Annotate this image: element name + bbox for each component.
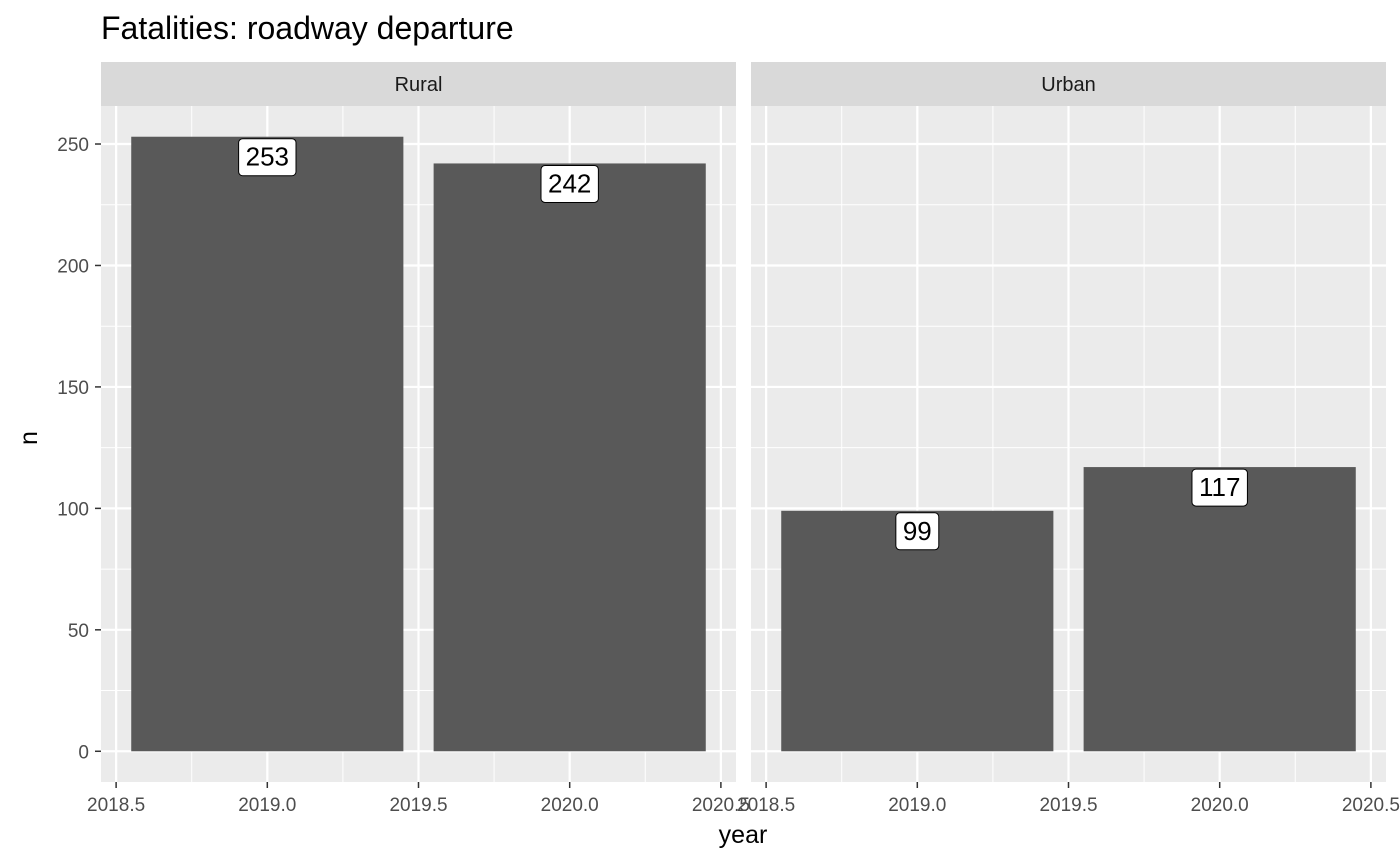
data-label-box bbox=[238, 138, 297, 177]
x-tick-label: 2020.0 bbox=[1191, 795, 1249, 816]
data-label-text: 242 bbox=[548, 168, 591, 198]
y-tick-label: 150 bbox=[57, 378, 89, 399]
y-axis-title: n bbox=[15, 431, 43, 445]
bar bbox=[781, 510, 1054, 752]
x-tick-label: 2020.5 bbox=[692, 795, 750, 816]
y-tick-label: 250 bbox=[57, 135, 89, 156]
data-label-box bbox=[540, 164, 599, 203]
facet-strip-label: Urban bbox=[1041, 74, 1095, 96]
y-tick-label: 50 bbox=[68, 621, 89, 642]
x-tick-label: 2020.5 bbox=[1342, 795, 1400, 816]
data-label-box bbox=[1191, 468, 1248, 507]
x-tick-label: 2019.5 bbox=[389, 795, 447, 816]
chart-title: Fatalities: roadway departure bbox=[101, 10, 514, 46]
facet-strip bbox=[101, 62, 736, 106]
data-label: 117 bbox=[1191, 468, 1248, 507]
facet-strip-label: Rural bbox=[395, 74, 443, 96]
x-axis-title: year bbox=[719, 821, 768, 849]
x-tick-label: 2019.5 bbox=[1039, 795, 1097, 816]
facet-panel-rural: Rural 253 242 2018.5 2019.0 2019.5 2020.0 2020.… bbox=[87, 62, 750, 816]
bar bbox=[131, 136, 404, 752]
y-tick-label: 0 bbox=[78, 742, 89, 763]
data-label: 99 bbox=[895, 512, 940, 551]
x-tick-label: 2020.0 bbox=[541, 795, 599, 816]
data-label-text: 99 bbox=[903, 516, 932, 546]
data-label: 253 bbox=[238, 138, 297, 177]
y-tick-label: 200 bbox=[57, 256, 89, 277]
data-label-text: 253 bbox=[246, 142, 289, 172]
data-label-text: 117 bbox=[1199, 472, 1240, 502]
x-tick-label: 2018.5 bbox=[87, 795, 145, 816]
facet-panel-urban: Urban 99 117 2018.5 2019.0 2019.5 2020.0 2020.5 bbox=[737, 62, 1400, 816]
y-tick-label: 100 bbox=[57, 499, 89, 520]
x-tick-label: 2019.0 bbox=[888, 795, 946, 816]
x-tick-label: 2018.5 bbox=[737, 795, 795, 816]
bar bbox=[433, 163, 706, 752]
x-tick-label: 2019.0 bbox=[238, 795, 296, 816]
bar bbox=[1083, 467, 1356, 752]
facet-strip bbox=[751, 62, 1386, 106]
data-label: 242 bbox=[540, 164, 599, 203]
data-label-box bbox=[895, 512, 940, 551]
facet-panels: 0 50 100 150 200 250 Rural 253 242 2018.5 2019.0 20… bbox=[57, 62, 1400, 816]
